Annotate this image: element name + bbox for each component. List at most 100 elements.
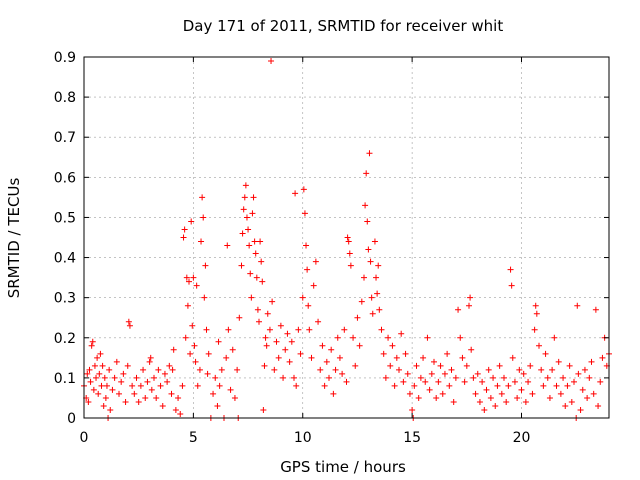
data-point [93, 374, 100, 381]
data-point [146, 358, 153, 365]
data-point [584, 394, 591, 401]
data-point [380, 350, 387, 357]
data-point [483, 386, 490, 393]
x-tick-labels: 0 5 10 15 20 [80, 430, 531, 446]
data-point [549, 366, 556, 373]
data-point [352, 362, 359, 369]
axis-ticks [83, 56, 609, 419]
y-tick-label: 0.1 [54, 371, 76, 387]
data-point [492, 402, 499, 409]
data-point [487, 394, 494, 401]
data-point [97, 350, 104, 357]
data-point [155, 366, 162, 373]
data-point [520, 370, 527, 377]
y-tick-label: 0.3 [54, 291, 76, 307]
data-point [169, 366, 176, 373]
data-points [81, 58, 612, 421]
data-point [183, 274, 190, 281]
data-point [366, 150, 373, 157]
data-point [586, 374, 593, 381]
data-point [151, 374, 157, 381]
data-point [245, 226, 252, 233]
data-point [253, 274, 260, 281]
y-tick-label: 0.7 [54, 130, 76, 146]
data-point [147, 354, 154, 361]
data-point [409, 406, 416, 413]
data-point [334, 334, 341, 341]
x-tick-label: 10 [294, 430, 312, 446]
y-tick-label: 0.8 [54, 90, 76, 106]
data-point [179, 382, 186, 389]
data-point [153, 394, 160, 401]
data-point [341, 326, 348, 333]
data-point [345, 238, 352, 245]
x-tick-label: 5 [189, 430, 198, 446]
data-point [238, 262, 245, 269]
data-point [367, 258, 374, 265]
data-point [100, 402, 107, 409]
data-point [485, 366, 492, 373]
data-point [161, 370, 168, 377]
data-point [369, 310, 376, 317]
data-point [188, 218, 195, 225]
data-point [358, 298, 365, 305]
data-point [284, 330, 291, 337]
data-point [568, 398, 575, 405]
data-point [282, 346, 289, 353]
data-point [490, 374, 497, 381]
data-point [261, 362, 268, 369]
data-point [224, 242, 231, 249]
data-point [387, 362, 394, 369]
chart-title: Day 171 of 2011, SRMTID for receiver whi… [183, 17, 504, 35]
data-point [498, 390, 505, 397]
data-point [247, 270, 254, 277]
data-point [362, 202, 369, 209]
data-point [415, 394, 422, 401]
data-point [374, 290, 381, 297]
data-point [339, 370, 346, 377]
data-point [400, 378, 407, 385]
data-point [592, 306, 599, 313]
data-point [507, 266, 514, 273]
data-point [133, 374, 140, 381]
data-point [428, 370, 435, 377]
data-point [540, 382, 547, 389]
data-point [181, 226, 188, 233]
data-point [518, 386, 525, 393]
data-point [562, 402, 569, 409]
data-point [107, 406, 114, 413]
data-point [177, 410, 184, 417]
data-point [234, 366, 241, 373]
data-point [126, 322, 133, 329]
data-point [575, 370, 582, 377]
data-point [286, 358, 293, 365]
data-point [291, 374, 297, 381]
data-point [413, 362, 420, 369]
data-point [157, 382, 164, 389]
data-point [402, 350, 409, 357]
data-point [470, 374, 477, 381]
data-point [198, 238, 205, 245]
data-point [275, 354, 282, 361]
data-point [122, 398, 129, 405]
data-point [101, 374, 108, 381]
data-point [467, 294, 474, 301]
data-point [343, 378, 350, 385]
data-point [106, 366, 113, 373]
data-point [256, 318, 262, 325]
data-point [461, 378, 468, 385]
data-point [439, 390, 446, 397]
data-point [312, 258, 319, 265]
data-point [218, 366, 225, 373]
data-point [263, 342, 270, 349]
data-point [300, 186, 307, 193]
data-point [262, 334, 269, 341]
data-point [175, 394, 182, 401]
data-point [264, 310, 271, 317]
data-point [225, 326, 232, 333]
y-tick-label: 0.6 [54, 170, 76, 186]
data-point [308, 354, 315, 361]
data-point [417, 374, 424, 381]
data-point [378, 326, 385, 333]
